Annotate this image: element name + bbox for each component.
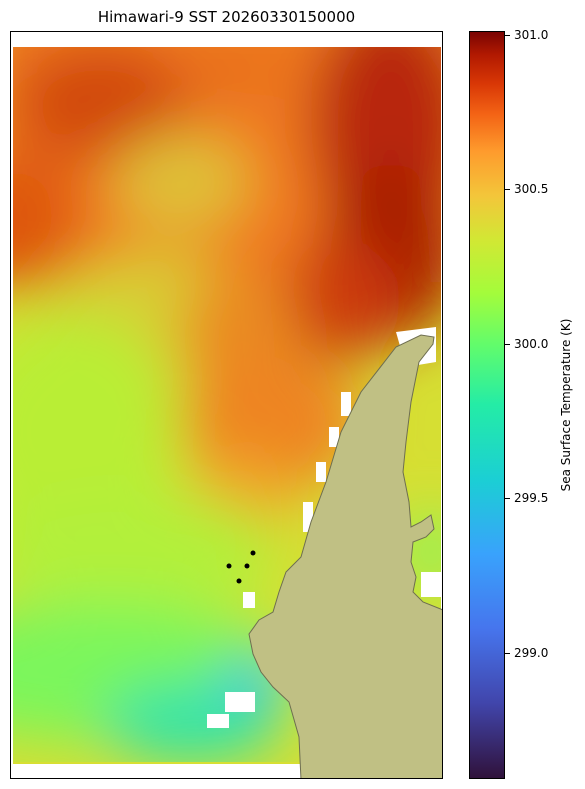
station-marker: [244, 563, 250, 569]
station-marker: [226, 563, 232, 569]
colorbar-tick: [505, 498, 510, 499]
sst-map-canvas: [13, 47, 442, 778]
station-marker: [236, 578, 242, 584]
sst-map: [10, 31, 443, 779]
colorbar-tick: [505, 344, 510, 345]
colorbar: [469, 31, 505, 779]
colorbar-tick: [505, 35, 510, 36]
map-title: Himawari-9 SST 20260330150000: [97, 8, 356, 26]
colorbar-label: Sea Surface Temperature (K): [559, 318, 573, 492]
station-marker: [250, 550, 256, 556]
colorbar-tick-label: 299.5: [514, 491, 549, 505]
colorbar-tick-label: 299.0: [514, 646, 549, 660]
colorbar-tick: [505, 189, 510, 190]
colorbar-tick-label: 300.0: [514, 337, 549, 351]
colorbar-tick: [505, 653, 510, 654]
colorbar-tick-label: 301.0: [514, 28, 549, 42]
colorbar-tick-label: 300.5: [514, 182, 549, 196]
land: [248, 334, 442, 778]
sst-field: [13, 47, 441, 764]
